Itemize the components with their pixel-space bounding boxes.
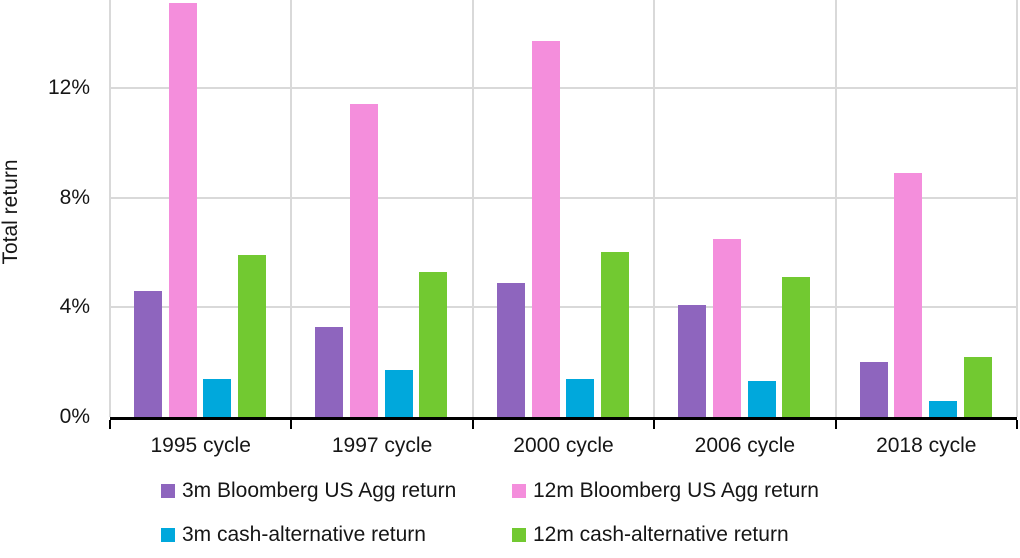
x-category-label: 1997 cycle <box>331 434 433 457</box>
legend-label: 12m Bloomberg US Agg return <box>533 479 819 502</box>
bar-1997-series3 <box>384 370 413 417</box>
x-category-label: 2000 cycle <box>513 434 614 457</box>
bar-2000-series3 <box>566 378 595 417</box>
x-axis-tick <box>290 420 293 429</box>
gridline-horizontal <box>110 306 1017 308</box>
legend-label: 3m Bloomberg US Agg return <box>182 479 457 502</box>
plot-area <box>109 0 1018 420</box>
bar-1995-series2 <box>168 2 197 417</box>
bar-2006-series2 <box>712 238 741 417</box>
x-category-label: 2006 cycle <box>694 434 796 457</box>
y-tick-label: 8% <box>59 186 90 209</box>
bar-2000-series4 <box>600 252 629 417</box>
bar-1997-series2 <box>350 104 379 417</box>
x-category-label: 1995 cycle <box>150 434 251 457</box>
x-axis-tick <box>834 420 837 429</box>
bar-1997-series1 <box>315 326 344 417</box>
legend-swatch <box>161 528 175 542</box>
x-category-label: 2018 cycle <box>876 434 977 457</box>
legend-item: 3m cash-alternative return <box>161 522 426 548</box>
legend-item: 12m cash-alternative return <box>512 522 789 548</box>
bar-2006-series4 <box>782 277 811 417</box>
y-axis-title: Total return <box>0 159 22 265</box>
legend-label: 12m cash-alternative return <box>533 523 789 546</box>
bar-2018-series2 <box>894 172 923 417</box>
legend-label: 3m cash-alternative return <box>182 523 426 546</box>
bar-2006-series1 <box>678 304 707 417</box>
gridline-vertical <box>290 0 292 417</box>
gridline-vertical <box>109 0 111 417</box>
gridline-vertical <box>472 0 474 417</box>
y-tick-label: 4% <box>59 295 90 318</box>
legend-item: 3m Bloomberg US Agg return <box>161 478 456 504</box>
bar-1995-series1 <box>134 290 162 417</box>
bar-1995-series3 <box>203 378 232 417</box>
legend-item: 12m Bloomberg US Agg return <box>512 478 819 504</box>
y-tick-label: 12% <box>47 76 90 99</box>
gridline-vertical <box>653 0 655 417</box>
x-axis-tick <box>109 420 111 429</box>
x-axis-tick <box>653 420 656 429</box>
bar-2000-series2 <box>531 41 560 417</box>
gridline-horizontal <box>110 87 1017 89</box>
gridline-horizontal <box>110 197 1017 199</box>
bar-2018-series3 <box>928 400 957 417</box>
y-tick-label: 0% <box>59 405 90 428</box>
legend-swatch <box>512 484 526 498</box>
bar-2006-series3 <box>747 381 776 417</box>
x-axis-tick <box>471 420 474 429</box>
bar-2018-series4 <box>963 356 992 417</box>
legend-swatch <box>161 484 175 498</box>
gridline-vertical <box>835 0 837 417</box>
bar-1995-series4 <box>238 255 266 417</box>
gridline-vertical <box>1016 0 1018 417</box>
legend-swatch <box>512 528 526 542</box>
x-axis-tick <box>1016 420 1018 429</box>
bar-2000-series1 <box>496 282 525 417</box>
bar-2018-series1 <box>859 362 888 417</box>
bar-1997-series4 <box>419 271 448 417</box>
